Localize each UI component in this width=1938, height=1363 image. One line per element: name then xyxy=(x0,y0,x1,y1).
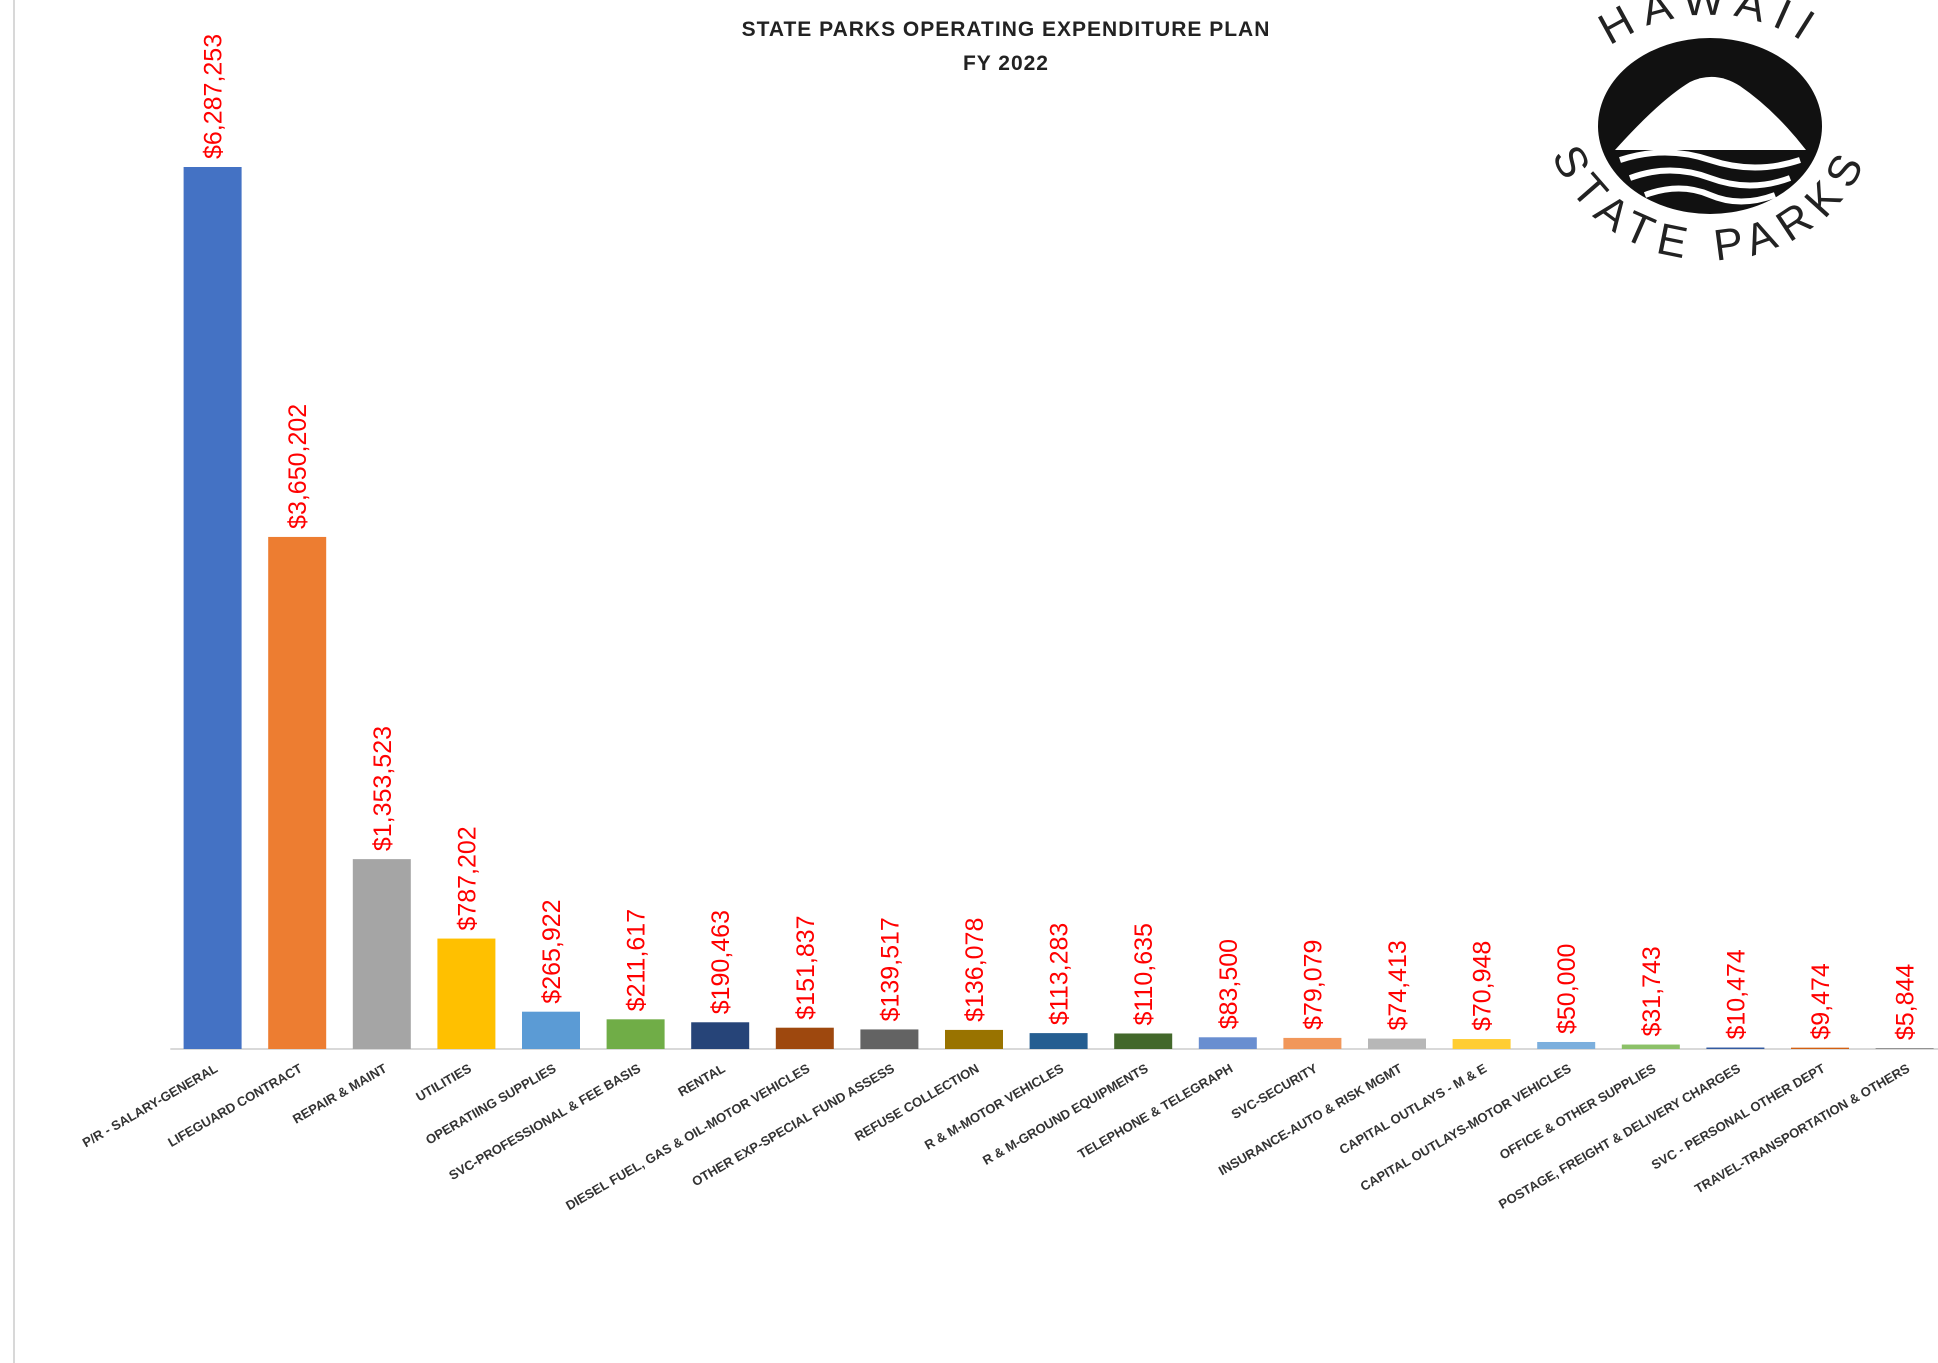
bar xyxy=(522,1011,580,1049)
value-label: $211,617 xyxy=(623,909,651,1011)
bar xyxy=(1452,1039,1511,1049)
bar xyxy=(860,1029,919,1049)
bar xyxy=(268,536,327,1049)
bar xyxy=(1621,1044,1680,1049)
bar xyxy=(1283,1037,1342,1049)
bar xyxy=(1706,1047,1765,1049)
chart-title: STATE PARKS OPERATING EXPENDITURE PLAN xyxy=(742,18,1271,41)
value-label: $190,463 xyxy=(707,910,735,1014)
value-label: $5,844 xyxy=(1892,964,1920,1041)
value-label: $6,287,253 xyxy=(200,34,228,159)
value-label: $113,283 xyxy=(1046,923,1074,1025)
bar xyxy=(945,1029,1003,1049)
value-label: $74,413 xyxy=(1384,940,1412,1030)
value-label: $3,650,202 xyxy=(284,404,312,529)
value-label: $1,353,523 xyxy=(369,726,397,851)
value-label: $139,517 xyxy=(876,917,904,1021)
bar xyxy=(1368,1038,1426,1049)
logo-mountain xyxy=(1615,76,1806,150)
value-label: $151,837 xyxy=(792,915,820,1019)
bar xyxy=(183,167,242,1049)
value-label: $31,743 xyxy=(1638,946,1666,1036)
value-label: $265,922 xyxy=(538,899,566,1003)
value-label: $70,948 xyxy=(1469,941,1497,1031)
bar xyxy=(352,859,411,1049)
value-label: $10,474 xyxy=(1722,949,1750,1039)
bar xyxy=(1029,1033,1088,1049)
chart-subtitle: FY 2022 xyxy=(963,52,1049,75)
bar xyxy=(691,1022,750,1049)
value-label: $9,474 xyxy=(1807,963,1835,1040)
bar xyxy=(606,1019,665,1049)
logo-waves xyxy=(1619,149,1801,205)
value-label: $787,202 xyxy=(453,826,481,930)
bar xyxy=(1875,1048,1934,1049)
bar xyxy=(1791,1047,1849,1049)
bar xyxy=(775,1027,834,1049)
bar xyxy=(437,938,496,1049)
value-label: $83,500 xyxy=(1215,939,1243,1029)
value-label: $50,000 xyxy=(1553,944,1581,1034)
value-label: $110,635 xyxy=(1130,923,1158,1025)
bar xyxy=(1114,1033,1173,1049)
bar xyxy=(1537,1041,1596,1049)
value-label: $136,078 xyxy=(961,918,989,1022)
value-label: $79,079 xyxy=(1299,940,1327,1030)
bar xyxy=(1198,1037,1257,1049)
